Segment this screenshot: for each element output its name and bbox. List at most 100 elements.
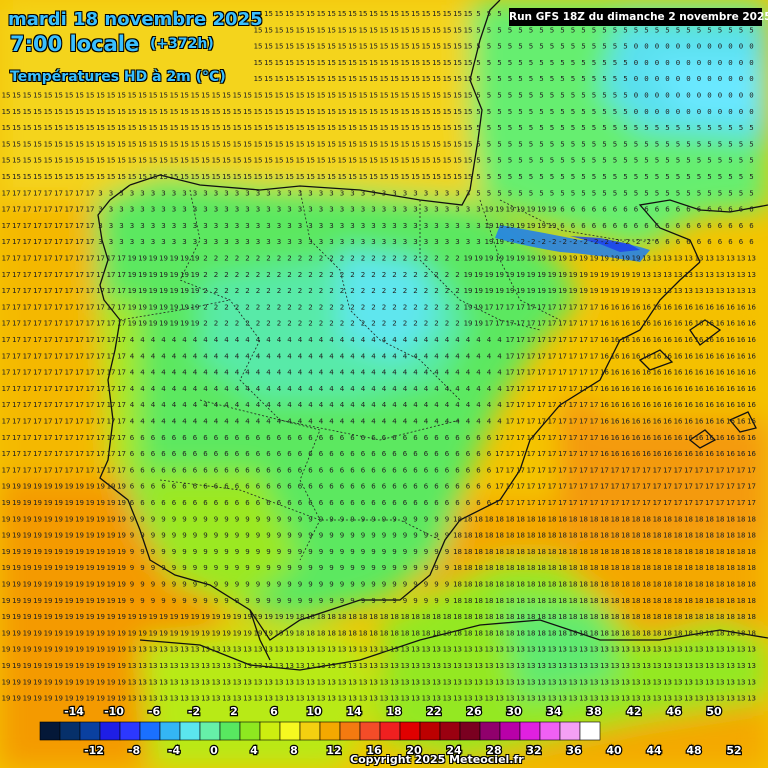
grid-value: 9 bbox=[287, 563, 291, 572]
grid-value: 15 bbox=[275, 58, 284, 67]
grid-value: 19 bbox=[44, 661, 53, 670]
grid-value: 17 bbox=[54, 335, 63, 344]
grid-value: 17 bbox=[506, 449, 515, 458]
grid-value: 17 bbox=[117, 368, 126, 377]
grid-value: 3 bbox=[403, 221, 407, 230]
grid-value: 5 bbox=[571, 25, 575, 34]
grid-value: 13 bbox=[495, 661, 504, 670]
grid-value: 15 bbox=[12, 107, 21, 116]
grid-value: 6 bbox=[392, 482, 396, 491]
grid-value: 18 bbox=[653, 547, 662, 556]
grid-value: 5 bbox=[497, 139, 501, 148]
grid-value: 5 bbox=[686, 172, 690, 181]
grid-value: 15 bbox=[33, 91, 42, 100]
grid-value: 6 bbox=[235, 449, 239, 458]
grid-value: 5 bbox=[571, 172, 575, 181]
grid-value: 6 bbox=[382, 482, 386, 491]
grid-value: 5 bbox=[623, 172, 627, 181]
grid-value: 13 bbox=[243, 694, 252, 703]
grid-value: 15 bbox=[117, 91, 126, 100]
grid-value: 16 bbox=[726, 319, 735, 328]
grid-value: 16 bbox=[737, 368, 746, 377]
grid-value: 3 bbox=[130, 237, 134, 246]
grid-value: 5 bbox=[665, 156, 669, 165]
grid-value: 19 bbox=[107, 563, 116, 572]
grid-value: 5 bbox=[644, 156, 648, 165]
grid-value: 3 bbox=[203, 188, 207, 197]
grid-value: 17 bbox=[33, 286, 42, 295]
grid-value: 19 bbox=[506, 254, 515, 263]
grid-value: 5 bbox=[592, 42, 596, 51]
grid-value: 4 bbox=[392, 400, 397, 409]
grid-value: 2 bbox=[445, 319, 449, 328]
grid-value: 4 bbox=[182, 417, 187, 426]
grid-value: 6 bbox=[476, 498, 480, 507]
grid-value: 18 bbox=[474, 563, 483, 572]
grid-value: 9 bbox=[287, 514, 291, 523]
grid-value: 18 bbox=[485, 612, 494, 621]
grid-value: 13 bbox=[264, 661, 273, 670]
grid-value: 0 bbox=[718, 91, 722, 100]
grid-value: 18 bbox=[495, 596, 504, 605]
grid-value: 9 bbox=[277, 563, 281, 572]
grid-value: 2 bbox=[319, 302, 323, 311]
grid-value: 3 bbox=[277, 221, 281, 230]
grid-value: 19 bbox=[12, 612, 21, 621]
grid-value: 16 bbox=[716, 335, 725, 344]
grid-value: 13 bbox=[222, 645, 231, 654]
grid-value: 15 bbox=[254, 107, 263, 116]
grid-value: 3 bbox=[287, 188, 291, 197]
grid-value: 18 bbox=[663, 628, 672, 637]
grid-value: 15 bbox=[369, 156, 378, 165]
grid-value: 18 bbox=[506, 531, 515, 540]
grid-value: 16 bbox=[684, 351, 693, 360]
grid-value: 9 bbox=[350, 596, 354, 605]
grid-value: 17 bbox=[65, 286, 74, 295]
grid-value: 4 bbox=[214, 368, 219, 377]
legend-swatch bbox=[199, 721, 221, 741]
grid-value: 18 bbox=[600, 547, 609, 556]
grid-value: 13 bbox=[485, 694, 494, 703]
grid-value: 9 bbox=[245, 580, 249, 589]
grid-value: 6 bbox=[298, 449, 302, 458]
grid-value: 18 bbox=[737, 612, 746, 621]
grid-value: 16 bbox=[684, 417, 693, 426]
grid-value: 18 bbox=[621, 547, 630, 556]
grid-value: 9 bbox=[392, 547, 396, 556]
grid-value: 13 bbox=[369, 661, 378, 670]
grid-value: 17 bbox=[75, 237, 84, 246]
grid-value: 19 bbox=[495, 221, 504, 230]
grid-value: 2 bbox=[361, 286, 365, 295]
grid-value: 15 bbox=[306, 156, 315, 165]
grid-value: 2 bbox=[413, 254, 417, 263]
grid-value: 13 bbox=[380, 677, 389, 686]
grid-value: 9 bbox=[203, 596, 207, 605]
grid-value: 18 bbox=[737, 580, 746, 589]
grid-value: 19 bbox=[54, 628, 63, 637]
grid-value: 2 bbox=[361, 302, 365, 311]
grid-value: 18 bbox=[600, 514, 609, 523]
grid-value: 18 bbox=[726, 612, 735, 621]
grid-value: 15 bbox=[285, 107, 294, 116]
grid-value: 15 bbox=[296, 9, 305, 18]
grid-value: 17 bbox=[107, 384, 116, 393]
grid-value: 13 bbox=[726, 286, 735, 295]
grid-value: 17 bbox=[65, 417, 74, 426]
grid-value: 18 bbox=[432, 628, 441, 637]
grid-value: 17 bbox=[506, 335, 515, 344]
grid-value: 19 bbox=[485, 237, 494, 246]
grid-value: 15 bbox=[380, 58, 389, 67]
grid-value: 13 bbox=[464, 677, 473, 686]
grid-value: 5 bbox=[739, 25, 743, 34]
grid-value: 15 bbox=[411, 25, 420, 34]
grid-value: 17 bbox=[611, 498, 620, 507]
grid-value: 3 bbox=[445, 237, 449, 246]
grid-value: 4 bbox=[308, 335, 313, 344]
grid-value: 17 bbox=[86, 417, 95, 426]
grid-value: 19 bbox=[86, 498, 95, 507]
grid-value: 15 bbox=[369, 74, 378, 83]
grid-value: 18 bbox=[506, 563, 515, 572]
grid-value: 6 bbox=[455, 449, 459, 458]
grid-value: 17 bbox=[527, 400, 536, 409]
grid-value: 3 bbox=[371, 188, 375, 197]
